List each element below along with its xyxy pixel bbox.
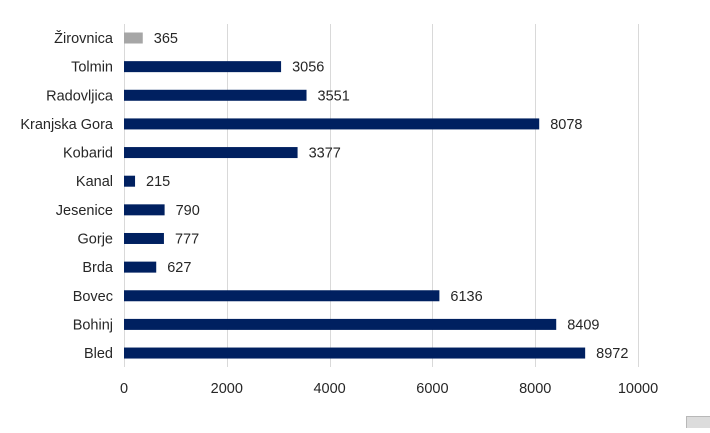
category-label: Kranjska Gora bbox=[20, 117, 114, 133]
category-label: Jesenice bbox=[56, 203, 113, 219]
bar bbox=[124, 261, 157, 273]
x-tick-label: 10000 bbox=[618, 381, 658, 397]
x-axis-tick-labels: 0 2000 4000 6000 8000 10000 bbox=[120, 381, 658, 397]
bars bbox=[124, 32, 586, 359]
data-label: 3056 bbox=[292, 60, 324, 76]
data-label: 3551 bbox=[318, 88, 350, 104]
data-label: 365 bbox=[154, 31, 178, 47]
x-tick-label: 6000 bbox=[416, 381, 448, 397]
data-labels: 365 3056 3551 8078 3377 215 790 777 627 6136 8409 8… bbox=[146, 31, 628, 362]
bar bbox=[124, 32, 143, 44]
data-label: 215 bbox=[146, 174, 170, 190]
bar bbox=[124, 147, 298, 159]
bar bbox=[124, 347, 586, 359]
bar bbox=[124, 175, 136, 187]
bar bbox=[124, 118, 540, 130]
resize-handle[interactable] bbox=[686, 416, 710, 428]
x-tick-label: 4000 bbox=[313, 381, 345, 397]
bar bbox=[124, 318, 557, 330]
data-label: 790 bbox=[176, 203, 200, 219]
category-labels: Žirovnica Tolmin Radovljica Kranjska Gora Ko… bbox=[20, 30, 114, 362]
category-label: Kobarid bbox=[63, 146, 113, 162]
bar bbox=[124, 61, 282, 73]
category-label: Tolmin bbox=[71, 60, 113, 76]
category-label: Gorje bbox=[78, 231, 113, 247]
bar bbox=[124, 290, 440, 302]
data-label: 3377 bbox=[309, 146, 341, 162]
bar bbox=[124, 204, 165, 216]
data-label: 8409 bbox=[567, 317, 599, 333]
bar bbox=[124, 232, 164, 244]
category-label: Žirovnica bbox=[54, 30, 114, 47]
data-label: 8972 bbox=[596, 346, 628, 362]
gridlines bbox=[124, 24, 639, 367]
category-label: Radovljica bbox=[46, 88, 114, 104]
x-tick-label: 0 bbox=[120, 381, 128, 397]
data-label: 627 bbox=[167, 260, 191, 276]
data-label: 8078 bbox=[550, 117, 582, 133]
x-tick-label: 8000 bbox=[519, 381, 551, 397]
category-label: Bohinj bbox=[73, 317, 113, 333]
category-label: Kanal bbox=[76, 174, 113, 190]
category-label: Bovec bbox=[73, 289, 113, 305]
category-label: Brda bbox=[82, 260, 114, 276]
data-label: 6136 bbox=[450, 289, 482, 305]
category-label: Bled bbox=[84, 346, 113, 362]
bar bbox=[124, 89, 307, 101]
data-label: 777 bbox=[175, 231, 199, 247]
x-tick-label: 2000 bbox=[211, 381, 243, 397]
